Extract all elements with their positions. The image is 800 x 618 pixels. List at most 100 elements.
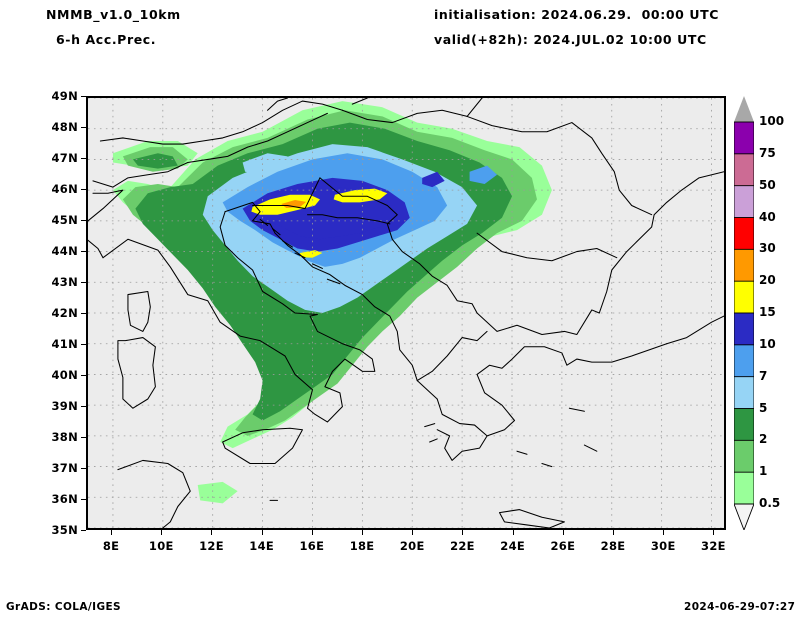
colorbar-tick-label: 15 bbox=[759, 305, 776, 319]
y-tick-label: 39N bbox=[51, 399, 78, 413]
x-tick-label: 16E bbox=[299, 539, 325, 553]
x-tick-label: 12E bbox=[199, 539, 224, 553]
colorbar-tick-label: 40 bbox=[759, 209, 776, 224]
y-tick bbox=[81, 406, 86, 407]
y-tick bbox=[81, 251, 86, 252]
colorbar-band bbox=[734, 408, 754, 442]
map-outline bbox=[498, 509, 565, 528]
x-tick bbox=[261, 530, 263, 535]
map-outline bbox=[92, 112, 328, 188]
map-outline bbox=[311, 263, 323, 269]
y-tick-label: 41N bbox=[51, 337, 78, 351]
precip-band bbox=[242, 153, 288, 175]
map-outline bbox=[516, 450, 528, 455]
y-tick bbox=[81, 375, 86, 376]
y-tick bbox=[81, 313, 86, 314]
y-tick bbox=[81, 499, 86, 500]
map-outline bbox=[416, 330, 488, 382]
map-outline bbox=[598, 171, 724, 314]
map-outline bbox=[568, 407, 585, 412]
y-tick-label: 35N bbox=[51, 523, 78, 537]
map-outline bbox=[666, 315, 724, 345]
x-tick bbox=[111, 530, 113, 535]
map-outline bbox=[282, 240, 294, 248]
map-outline bbox=[224, 201, 438, 400]
colorbar-band bbox=[734, 344, 754, 378]
credit-label: GrADS: COLA/IGES bbox=[6, 601, 121, 613]
map-outline bbox=[466, 115, 653, 216]
x-tick bbox=[562, 530, 564, 535]
model-title: NMMB_v1.0_10km bbox=[46, 7, 181, 22]
map-canvas bbox=[88, 98, 724, 528]
colorbar-high-arrow bbox=[734, 96, 754, 122]
colorbar-band bbox=[734, 185, 754, 219]
x-tick-label: 14E bbox=[249, 539, 275, 553]
colorbar bbox=[734, 96, 754, 530]
colorbar-tick-label: 30 bbox=[759, 241, 776, 256]
x-tick bbox=[462, 530, 464, 535]
map-outline bbox=[436, 398, 488, 461]
valid-time: valid(+82h): 2024.JUL.02 10:00 UTC bbox=[434, 32, 707, 47]
x-tick bbox=[362, 530, 364, 535]
x-tick-label: 10E bbox=[148, 539, 174, 553]
map-outline bbox=[252, 177, 321, 210]
y-tick bbox=[81, 127, 86, 128]
map-outline bbox=[102, 211, 376, 423]
y-tick-label: 48N bbox=[51, 120, 78, 134]
y-tick-label: 43N bbox=[51, 275, 78, 289]
x-tick-label: 26E bbox=[550, 539, 576, 553]
graticule-grid bbox=[88, 98, 724, 528]
map-outline bbox=[476, 232, 618, 262]
y-tick bbox=[81, 96, 86, 97]
x-tick bbox=[211, 530, 213, 535]
colorbar-band bbox=[734, 312, 754, 346]
x-tick-label: 24E bbox=[500, 539, 526, 553]
colorbar-tick-label: 1 bbox=[759, 464, 768, 479]
map-outline bbox=[267, 98, 289, 111]
map-outline bbox=[294, 252, 306, 259]
x-tick bbox=[613, 530, 615, 535]
colorbar-tick-label: 2 bbox=[759, 432, 768, 447]
colorbar-band bbox=[734, 376, 754, 410]
colorbar-tick-label: 7 bbox=[759, 368, 768, 383]
colorbar-tick-label: 20 bbox=[759, 273, 776, 288]
x-tick-label: 20E bbox=[399, 539, 425, 553]
x-tick bbox=[663, 530, 665, 535]
initialisation-time: initialisation: 2024.06.29. 00:00 UTC bbox=[434, 7, 720, 22]
generated-timestamp: 2024-06-29-07:27 bbox=[684, 601, 796, 613]
map-outline bbox=[306, 214, 391, 225]
y-tick-label: 37N bbox=[51, 461, 78, 475]
precipitation-map-plot bbox=[86, 96, 726, 530]
y-tick bbox=[81, 530, 86, 531]
x-tick-label: 32E bbox=[701, 539, 726, 553]
colorbar-bands bbox=[734, 96, 754, 530]
x-tick-label: 28E bbox=[600, 539, 626, 553]
y-tick bbox=[81, 468, 86, 469]
colorbar-band bbox=[734, 280, 754, 314]
colorbar-band bbox=[734, 153, 754, 187]
map-outline bbox=[424, 423, 436, 428]
colorbar-tick-label: 0.5 bbox=[759, 496, 781, 510]
map-outline bbox=[351, 98, 368, 105]
map-outline bbox=[476, 343, 668, 437]
x-tick bbox=[161, 530, 163, 535]
colorbar-tick-label: 50 bbox=[759, 177, 776, 192]
field-title: 6-h Acc.Prec. bbox=[56, 32, 157, 47]
x-tick bbox=[713, 530, 715, 535]
y-tick bbox=[81, 344, 86, 345]
map-outline bbox=[341, 109, 468, 124]
map-outline bbox=[88, 189, 124, 259]
map-outline bbox=[117, 459, 191, 528]
coastlines-and-borders bbox=[88, 98, 724, 528]
y-tick bbox=[81, 189, 86, 190]
x-tick-label: 8E bbox=[102, 539, 120, 553]
map-outline bbox=[541, 462, 553, 468]
colorbar-band bbox=[734, 217, 754, 251]
map-outline bbox=[429, 438, 438, 443]
y-tick bbox=[81, 282, 86, 283]
precip-band bbox=[197, 481, 238, 504]
colorbar-band bbox=[734, 248, 754, 283]
y-tick-label: 36N bbox=[51, 492, 78, 506]
map-outline bbox=[326, 278, 341, 285]
y-tick-label: 45N bbox=[51, 213, 78, 227]
